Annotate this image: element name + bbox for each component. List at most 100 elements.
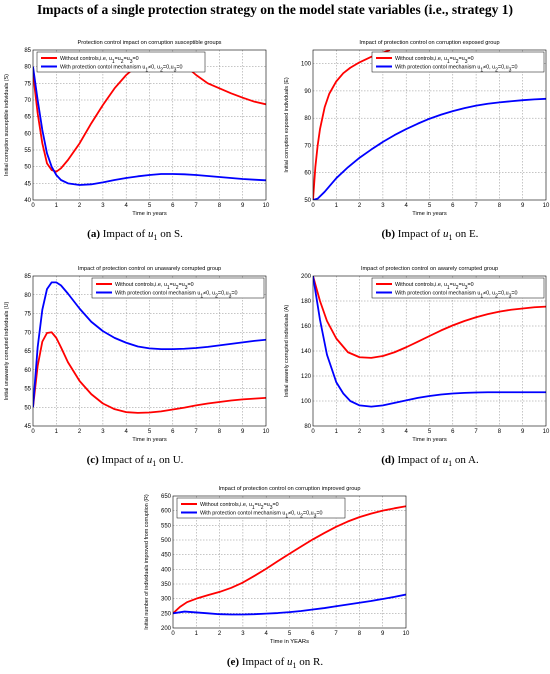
x-tick-label: 7 (334, 631, 338, 637)
y-tick-label: 180 (301, 299, 312, 305)
x-tick-label: 3 (241, 631, 245, 637)
y-tick-label: 55 (24, 387, 31, 393)
x-axis-label: Time in years (412, 211, 447, 217)
x-tick-label: 9 (521, 203, 525, 209)
x-tick-label: 1 (195, 631, 199, 637)
x-tick-label: 8 (358, 631, 362, 637)
chart-c: Impact of protection control on unawarel… (4, 266, 270, 443)
x-tick-label: 1 (55, 203, 59, 209)
x-tick-label: 0 (31, 203, 35, 209)
y-tick-label: 75 (24, 81, 31, 87)
x-tick-label: 4 (125, 429, 129, 435)
chart-title: Impact of protection control on awarely … (361, 266, 498, 272)
series-line-with-protection (33, 281, 266, 408)
axes-frame (172, 495, 407, 629)
x-tick-label: 6 (451, 429, 455, 435)
chart-title: Impact of protection control on corrupti… (359, 40, 499, 46)
chart-b: Impact of protection control on corrupti… (284, 40, 550, 217)
chart-e: Impact of protection control on corrupti… (144, 486, 410, 645)
x-tick-label: 7 (194, 203, 198, 209)
y-tick-label: 250 (161, 611, 172, 617)
x-tick-label: 7 (194, 429, 198, 435)
x-tick-label: 5 (148, 203, 152, 209)
caption-a: (a) Impact of u1 on S. (87, 228, 183, 243)
series-line-with-protection (313, 97, 546, 200)
y-tick-label: 65 (24, 115, 31, 121)
series-line-with-protection (173, 593, 406, 616)
y-tick-label: 85 (24, 274, 31, 280)
y-axis-label: Initial unawarely corrupted individuals … (4, 302, 10, 401)
y-tick-label: 160 (301, 324, 312, 330)
x-tick-label: 7 (474, 203, 478, 209)
x-tick-label: 8 (218, 203, 222, 209)
axes-frame (32, 275, 267, 427)
y-tick-label: 650 (161, 494, 172, 500)
x-tick-label: 10 (543, 203, 550, 209)
x-tick-label: 6 (311, 631, 315, 637)
y-tick-label: 300 (161, 597, 172, 603)
x-tick-label: 9 (521, 429, 525, 435)
x-tick-label: 3 (101, 203, 105, 209)
legend-entry: With protection contol mechanism u1≠0, u… (395, 291, 518, 300)
y-tick-label: 450 (161, 553, 172, 559)
x-tick-label: 9 (241, 203, 245, 209)
y-tick-label: 55 (24, 148, 31, 154)
x-tick-label: 2 (78, 429, 82, 435)
y-tick-label: 140 (301, 349, 312, 355)
series-line-without-controls (313, 276, 546, 359)
legend-entry: Without controls,i.e, u1=u2=u3=0 (395, 56, 474, 65)
y-tick-label: 70 (24, 98, 31, 104)
y-tick-label: 40 (24, 198, 31, 204)
x-axis-label: Time in YEARs (270, 639, 309, 645)
x-tick-label: 9 (241, 429, 245, 435)
chart-a: Protection control impact on corruption … (4, 40, 270, 217)
x-axis-label: Time in years (132, 437, 167, 443)
legend-entry: With protection contol mechanism u1≠0, u… (115, 291, 238, 300)
y-tick-label: 90 (304, 89, 311, 95)
x-axis-label: Time in years (412, 437, 447, 443)
x-tick-label: 5 (148, 429, 152, 435)
series-line-with-protection (33, 66, 266, 186)
x-tick-label: 1 (335, 429, 339, 435)
chart-title: Impact of protection control on unawarel… (78, 266, 221, 272)
x-tick-label: 5 (428, 203, 432, 209)
x-tick-label: 6 (451, 203, 455, 209)
axes-frame (32, 49, 267, 201)
legend-entry: With protection contol mechanism u1≠0, u… (200, 511, 323, 520)
y-tick-label: 80 (304, 116, 311, 122)
y-tick-label: 60 (24, 368, 31, 374)
y-tick-label: 65 (24, 349, 31, 355)
y-tick-label: 200 (301, 274, 312, 280)
y-tick-label: 50 (24, 405, 31, 411)
y-tick-label: 50 (24, 165, 31, 171)
y-tick-label: 350 (161, 582, 172, 588)
x-tick-label: 9 (381, 631, 385, 637)
x-tick-label: 1 (335, 203, 339, 209)
y-tick-label: 200 (161, 626, 172, 632)
x-tick-label: 5 (288, 631, 292, 637)
y-tick-label: 100 (301, 62, 312, 68)
y-tick-label: 45 (24, 424, 31, 430)
x-tick-label: 10 (263, 203, 270, 209)
y-tick-label: 500 (161, 538, 172, 544)
legend-entry: Without controls,i.e, u1=u2=u3=0 (395, 282, 474, 291)
x-tick-label: 10 (263, 429, 270, 435)
series-line-without-controls (313, 50, 391, 200)
caption-c: (c) Impact of u1 on U. (86, 454, 184, 469)
legend-entry: Without controls,i.e, u1=u2=u3=0 (200, 502, 279, 511)
x-tick-label: 4 (125, 203, 129, 209)
axes-frame (312, 275, 547, 427)
x-tick-label: 0 (311, 203, 315, 209)
caption-d: (d) Impact of u1 on A. (381, 454, 479, 469)
y-tick-label: 85 (24, 48, 31, 54)
y-tick-label: 70 (304, 143, 311, 149)
legend-entry: With protection contol mechanism u1≠0, u… (60, 65, 183, 74)
y-tick-label: 600 (161, 509, 172, 515)
y-tick-label: 400 (161, 567, 172, 573)
x-tick-label: 8 (498, 429, 502, 435)
axes-frame (312, 49, 547, 201)
y-tick-label: 60 (304, 171, 311, 177)
x-tick-label: 0 (171, 631, 175, 637)
